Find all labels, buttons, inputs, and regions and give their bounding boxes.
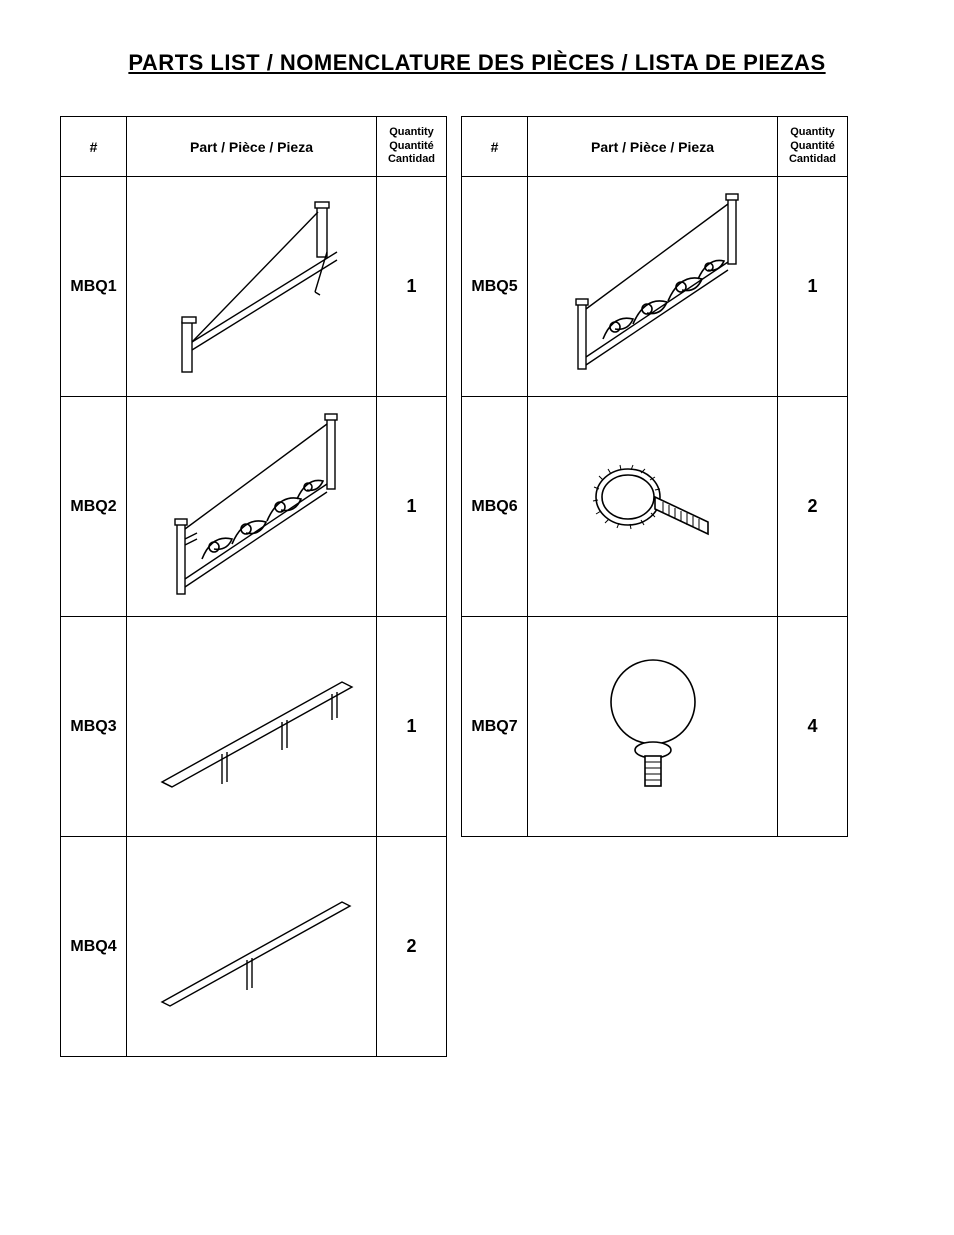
part-qty: 4	[778, 617, 848, 837]
headboard-scroll-icon	[543, 189, 763, 384]
part-image	[528, 177, 778, 397]
page-title: PARTS LIST / NOMENCLATURE DES PIÈCES / L…	[60, 50, 894, 76]
col-header-qty: Quantity Quantité Cantidad	[377, 117, 447, 177]
part-qty: 1	[377, 617, 447, 837]
table-row: MBQ2	[61, 397, 447, 617]
part-code: MBQ3	[61, 617, 127, 837]
headboard-scroll-frame-icon	[142, 409, 362, 604]
part-image	[528, 617, 778, 837]
table-row: MBQ1 1	[61, 177, 447, 397]
part-qty: 2	[778, 397, 848, 617]
table-row: MBQ4 2	[61, 837, 447, 1057]
col-header-code: #	[462, 117, 528, 177]
frame-side-icon	[142, 192, 362, 382]
col-header-code: #	[61, 117, 127, 177]
thumb-screw-icon	[573, 442, 733, 572]
parts-table-left: # Part / Pièce / Pieza Quantity Quantité…	[60, 116, 447, 1057]
part-code: MBQ4	[61, 837, 127, 1057]
part-code: MBQ1	[61, 177, 127, 397]
col-header-part: Part / Pièce / Pieza	[528, 117, 778, 177]
table-row: MBQ5	[462, 177, 848, 397]
part-code: MBQ2	[61, 397, 127, 617]
part-image	[127, 837, 377, 1057]
parts-table-right: # Part / Pièce / Pieza Quantity Quantité…	[461, 116, 848, 837]
part-image	[127, 617, 377, 837]
part-image	[528, 397, 778, 617]
part-code: MBQ7	[462, 617, 528, 837]
center-rail-icon	[142, 642, 362, 812]
parts-tables: # Part / Pièce / Pieza Quantity Quantité…	[60, 116, 894, 1057]
col-header-part: Part / Pièce / Pieza	[127, 117, 377, 177]
part-image	[127, 177, 377, 397]
part-code: MBQ5	[462, 177, 528, 397]
table-row: MBQ6	[462, 397, 848, 617]
part-qty: 2	[377, 837, 447, 1057]
part-qty: 1	[778, 177, 848, 397]
table-row: MBQ7 4	[462, 617, 848, 837]
table-row: MBQ3 1	[61, 617, 447, 837]
part-qty: 1	[377, 177, 447, 397]
ball-finial-icon	[583, 642, 723, 812]
part-code: MBQ6	[462, 397, 528, 617]
col-header-qty: Quantity Quantité Cantidad	[778, 117, 848, 177]
part-qty: 1	[377, 397, 447, 617]
part-image	[127, 397, 377, 617]
side-rail-icon	[142, 862, 362, 1032]
